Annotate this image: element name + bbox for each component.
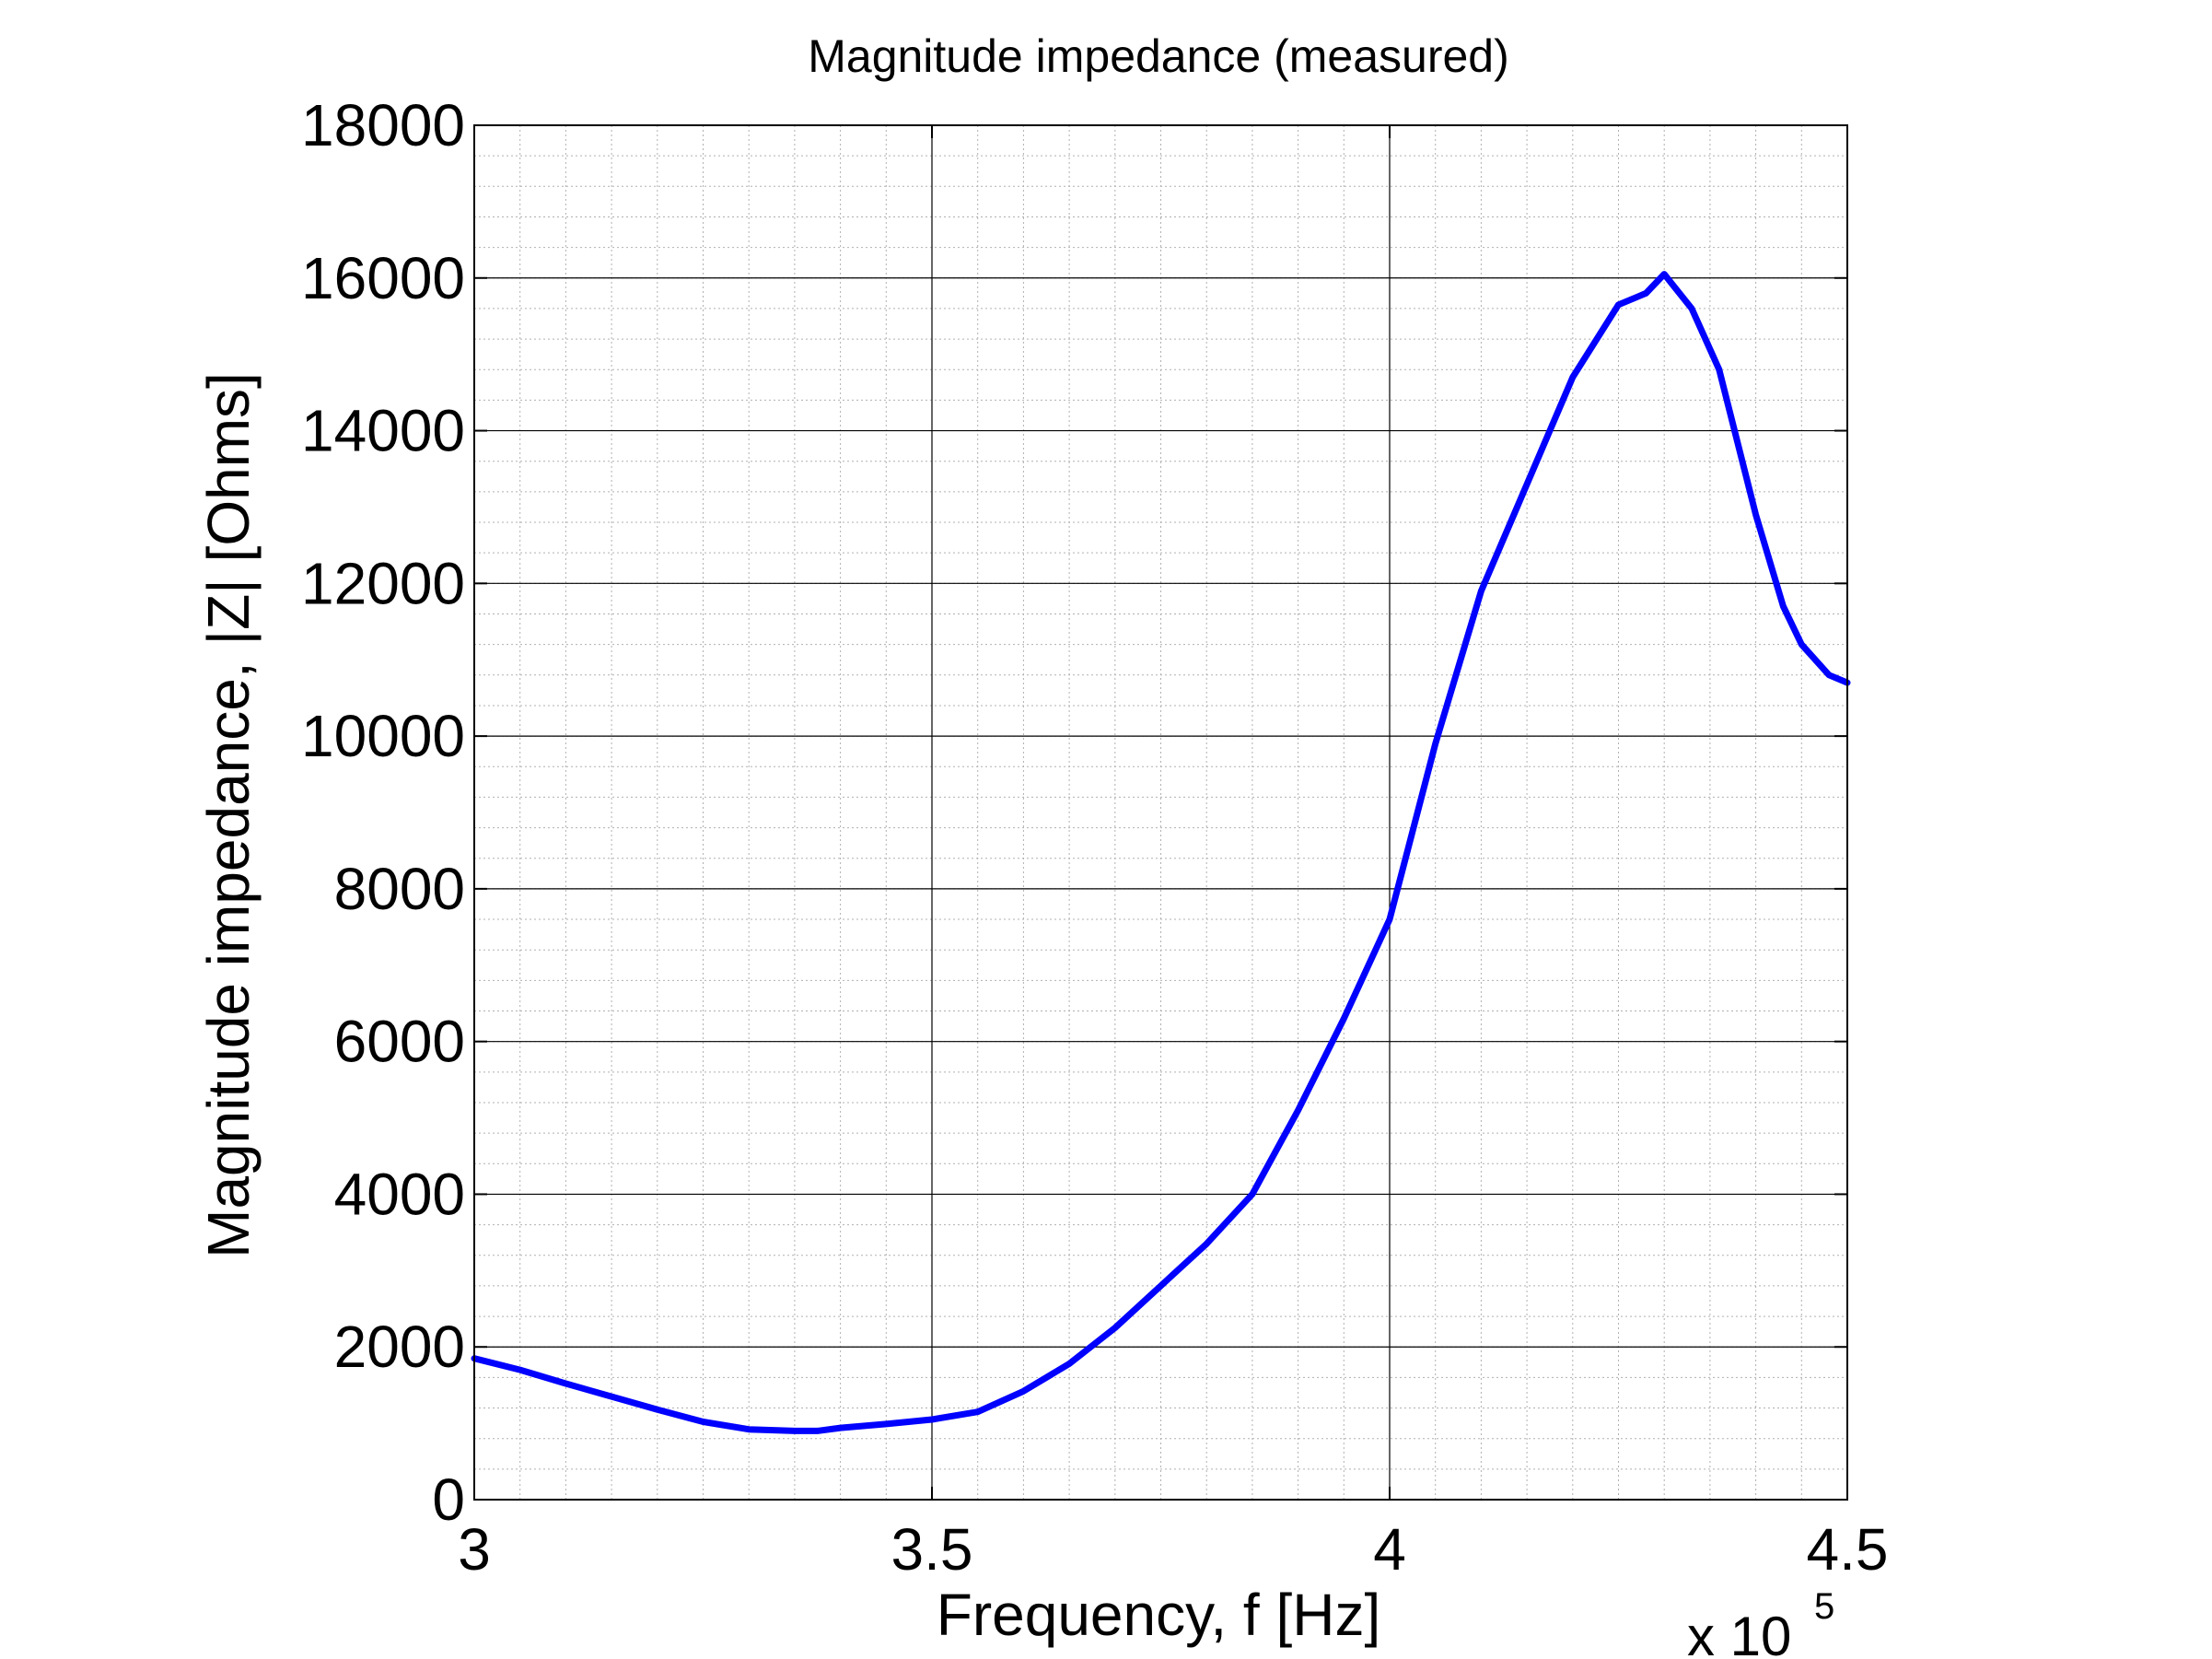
x-axis-multiplier-exponent: 5 [1814, 1586, 1834, 1627]
x-tick-label: 3.5 [891, 1516, 973, 1583]
y-tick-label: 8000 [334, 856, 465, 922]
chart-title: Magnitude impedance (measured) [808, 30, 1509, 82]
y-tick-label: 2000 [334, 1314, 465, 1380]
y-tick-label: 14000 [301, 398, 465, 464]
y-tick-label: 18000 [301, 92, 465, 158]
x-tick-labels: 3 3.5 4 4.5 [458, 1516, 1888, 1583]
x-axis-multiplier: x 10 [1687, 1606, 1791, 1659]
y-axis-label: Magnitude impedance, |Z| [Ohms] [195, 372, 262, 1258]
y-tick-label: 12000 [301, 550, 465, 616]
y-tick-label: 16000 [301, 245, 465, 311]
x-axis-label: Frequency, f [Hz] [937, 1582, 1381, 1648]
x-tick-label: 4 [1373, 1516, 1406, 1583]
x-tick-label: 4.5 [1807, 1516, 1889, 1583]
y-tick-label: 6000 [334, 1009, 465, 1075]
plot-frame [473, 124, 1848, 1501]
y-tick-label: 0 [432, 1466, 465, 1533]
y-tick-label: 10000 [301, 703, 465, 769]
series-line-0 [471, 271, 1851, 1434]
x-tick-label: 3 [458, 1516, 491, 1583]
tick-marks [473, 124, 1848, 1501]
y-tick-label: 4000 [334, 1161, 465, 1227]
series-group [471, 271, 1851, 1434]
y-tick-labels: 0 2000 4000 6000 8000 10000 12000 14000 16000 180… [301, 92, 465, 1533]
minor-grid [473, 124, 1848, 1501]
